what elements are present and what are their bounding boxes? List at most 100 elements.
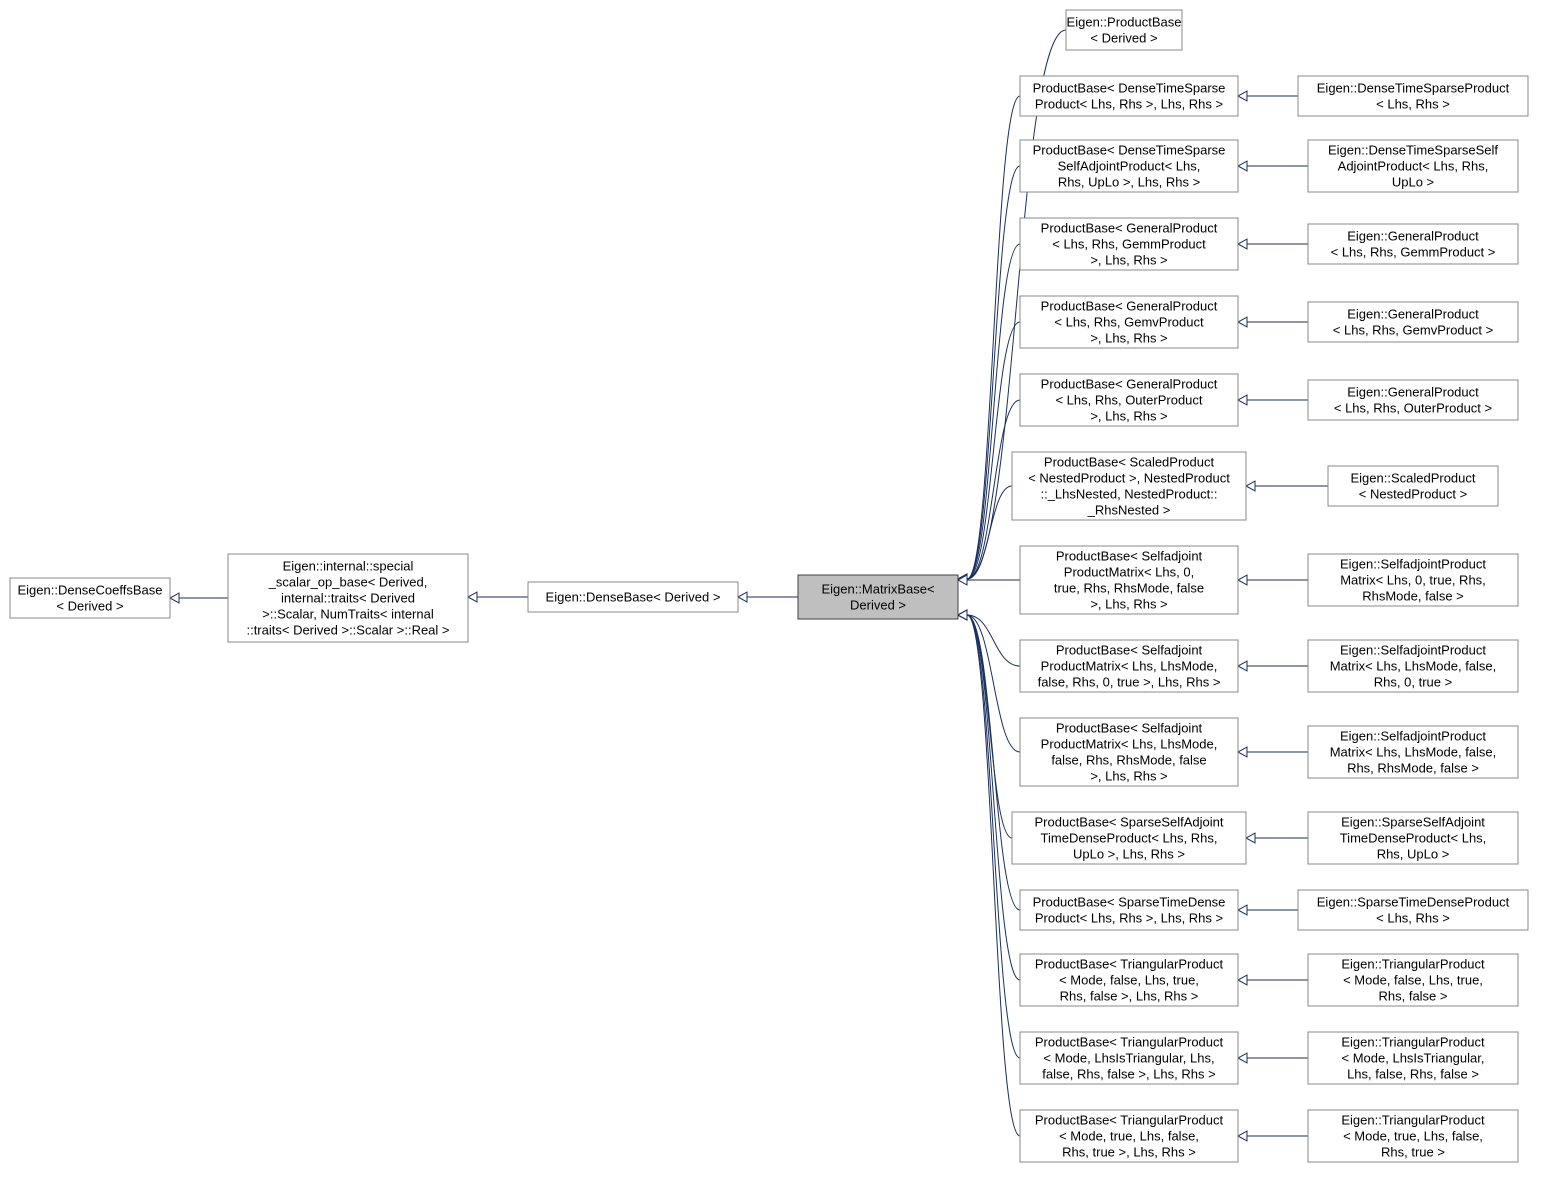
class-label: Eigen::SelfadjointProduct [1340, 729, 1486, 744]
class-label: ProductBase< DenseTimeSparse [1033, 143, 1226, 158]
class-node[interactable]: Eigen::SelfadjointProductMatrix< Lhs, 0,… [1308, 554, 1518, 606]
class-node[interactable]: Eigen::DenseTimeSparseSelfAdjointProduct… [1308, 140, 1518, 192]
class-node[interactable]: ProductBase< SelfadjointProductMatrix< L… [1020, 718, 1238, 786]
class-node[interactable]: Eigen::ScaledProduct< NestedProduct > [1328, 466, 1498, 506]
class-node[interactable]: ProductBase< DenseTimeSparseProduct< Lhs… [1020, 76, 1238, 116]
class-label: >, Lhs, Rhs > [1090, 253, 1167, 268]
class-label: < Lhs, Rhs, GemvProduct > [1333, 323, 1493, 338]
class-label: < Derived > [56, 599, 123, 614]
class-label: AdjointProduct< Lhs, Rhs, [1338, 159, 1489, 174]
class-label: ProductMatrix< Lhs, LhsMode, [1041, 737, 1218, 752]
class-node[interactable]: Eigen::TriangularProduct< Mode, false, L… [1308, 954, 1518, 1006]
class-label: ProductBase< Selfadjoint [1056, 721, 1203, 736]
class-label: >::Scalar, NumTraits< internal [262, 607, 434, 622]
class-label: ProductBase< DenseTimeSparse [1033, 81, 1226, 96]
class-node[interactable]: Eigen::TriangularProduct< Mode, LhsIsTri… [1308, 1032, 1518, 1084]
class-label: Product< Lhs, Rhs >, Lhs, Rhs > [1035, 911, 1223, 926]
class-label: < Mode, LhsIsTriangular, [1342, 1051, 1485, 1066]
class-label: ProductBase< GeneralProduct [1041, 377, 1218, 392]
class-label: Eigen::MatrixBase< [821, 582, 934, 597]
class-node[interactable]: ProductBase< SelfadjointProductMatrix< L… [1020, 546, 1238, 614]
class-node[interactable]: Eigen::DenseCoeffsBase< Derived > [10, 578, 170, 618]
class-label: ProductBase< ScaledProduct [1044, 455, 1215, 470]
class-node[interactable]: Eigen::SelfadjointProductMatrix< Lhs, Lh… [1308, 640, 1518, 692]
class-label: < Lhs, Rhs, GemmProduct [1052, 237, 1206, 252]
class-label: Rhs, RhsMode, false > [1347, 761, 1479, 776]
class-node[interactable]: Eigen::MatrixBase<Derived > [798, 575, 958, 619]
class-label: Eigen::DenseCoeffsBase [17, 583, 162, 598]
class-node[interactable]: ProductBase< ScaledProduct< NestedProduc… [1012, 452, 1246, 520]
class-label: Matrix< Lhs, LhsMode, false, [1330, 745, 1497, 760]
class-node[interactable]: Eigen::DenseTimeSparseProduct< Lhs, Rhs … [1298, 76, 1528, 116]
class-label: ProductBase< Selfadjoint [1056, 549, 1203, 564]
class-label: UpLo > [1392, 175, 1434, 190]
class-node[interactable]: ProductBase< GeneralProduct< Lhs, Rhs, G… [1020, 296, 1238, 348]
class-node[interactable]: Eigen::ProductBase< Derived > [1066, 10, 1182, 50]
class-node[interactable]: Eigen::GeneralProduct< Lhs, Rhs, GemmPro… [1308, 224, 1518, 264]
class-label: Eigen::ScaledProduct [1350, 471, 1475, 486]
class-node[interactable]: Eigen::DenseBase< Derived > [528, 582, 738, 612]
class-label: >, Lhs, Rhs > [1090, 409, 1167, 424]
class-label: Eigen::SelfadjointProduct [1340, 557, 1486, 572]
class-label: Eigen::GeneralProduct [1347, 307, 1479, 322]
class-node[interactable]: Eigen::TriangularProduct< Mode, true, Lh… [1308, 1110, 1518, 1162]
class-node[interactable]: Eigen::GeneralProduct< Lhs, Rhs, OuterPr… [1308, 380, 1518, 420]
class-node[interactable]: ProductBase< SparseTimeDenseProduct< Lhs… [1020, 890, 1238, 930]
class-label: false, Rhs, RhsMode, false [1051, 753, 1206, 768]
class-label: ProductBase< TriangularProduct [1035, 1113, 1224, 1128]
class-node[interactable]: ProductBase< GeneralProduct< Lhs, Rhs, O… [1020, 374, 1238, 426]
class-label: Eigen::GeneralProduct [1347, 385, 1479, 400]
class-label: false, Rhs, false >, Lhs, Rhs > [1042, 1067, 1215, 1082]
class-label: ::_LhsNested, NestedProduct:: [1040, 487, 1217, 502]
class-label: Rhs, 0, true > [1374, 675, 1452, 690]
class-label: >, Lhs, Rhs > [1090, 331, 1167, 346]
class-label: >, Lhs, Rhs > [1090, 597, 1167, 612]
class-label: Eigen::SparseTimeDenseProduct [1317, 895, 1510, 910]
class-label: true, Rhs, RhsMode, false [1054, 581, 1204, 596]
class-label: false, Rhs, 0, true >, Lhs, Rhs > [1038, 675, 1221, 690]
class-label: >, Lhs, Rhs > [1090, 769, 1167, 784]
class-node[interactable]: ProductBase< TriangularProduct< Mode, fa… [1020, 954, 1238, 1006]
class-label: Eigen::SparseSelfAdjoint [1341, 815, 1485, 830]
class-label: ProductBase< GeneralProduct [1041, 299, 1218, 314]
class-label: UpLo >, Lhs, Rhs > [1073, 847, 1185, 862]
class-label: Matrix< Lhs, LhsMode, false, [1330, 659, 1497, 674]
class-node[interactable]: ProductBase< SparseSelfAdjointTimeDenseP… [1012, 812, 1246, 864]
class-label: ProductBase< SparseSelfAdjoint [1035, 815, 1224, 830]
inheritance-diagram: Eigen::DenseCoeffsBase< Derived >Eigen::… [0, 0, 1544, 1191]
class-label: Eigen::internal::special [283, 559, 414, 574]
class-label: Rhs, UpLo > [1377, 847, 1450, 862]
class-label: Matrix< Lhs, 0, true, Rhs, [1340, 573, 1486, 588]
class-node[interactable]: Eigen::SparseSelfAdjointTimeDenseProduct… [1308, 812, 1518, 864]
class-node[interactable]: ProductBase< TriangularProduct< Mode, Lh… [1020, 1032, 1238, 1084]
class-node[interactable]: Eigen::SelfadjointProductMatrix< Lhs, Lh… [1308, 726, 1518, 778]
class-node[interactable]: ProductBase< GeneralProduct< Lhs, Rhs, G… [1020, 218, 1238, 270]
class-label: < Mode, true, Lhs, false, [1059, 1129, 1199, 1144]
class-node[interactable]: ProductBase< SelfadjointProductMatrix< L… [1020, 640, 1238, 692]
class-node[interactable]: ProductBase< TriangularProduct< Mode, tr… [1020, 1110, 1238, 1162]
class-label: ProductMatrix< Lhs, LhsMode, [1041, 659, 1218, 674]
class-label: < NestedProduct >, NestedProduct [1028, 471, 1230, 486]
class-label: ProductMatrix< Lhs, 0, [1064, 565, 1194, 580]
class-node[interactable]: Eigen::SparseTimeDenseProduct< Lhs, Rhs … [1298, 890, 1528, 930]
class-node[interactable]: ProductBase< DenseTimeSparseSelfAdjointP… [1020, 140, 1238, 192]
class-label: Eigen::ProductBase [1067, 15, 1182, 30]
class-node[interactable]: Eigen::internal::special_scalar_op_base<… [228, 554, 468, 642]
class-label: ProductBase< TriangularProduct [1035, 957, 1224, 972]
class-label: SelfAdjointProduct< Lhs, [1058, 159, 1201, 174]
class-label: Lhs, false, Rhs, false > [1347, 1067, 1479, 1082]
class-label: < NestedProduct > [1359, 487, 1467, 502]
class-label: Rhs, false >, Lhs, Rhs > [1060, 989, 1199, 1004]
class-label: ProductBase< TriangularProduct [1035, 1035, 1224, 1050]
class-label: < Mode, LhsIsTriangular, Lhs, [1043, 1051, 1214, 1066]
class-label: _scalar_op_base< Derived, [268, 575, 428, 590]
class-label: RhsMode, false > [1362, 589, 1464, 604]
class-label: Eigen::TriangularProduct [1341, 1113, 1485, 1128]
class-label: ProductBase< Selfadjoint [1056, 643, 1203, 658]
class-node[interactable]: Eigen::GeneralProduct< Lhs, Rhs, GemvPro… [1308, 302, 1518, 342]
class-label: < Mode, false, Lhs, true, [1059, 973, 1199, 988]
class-label: TimeDenseProduct< Lhs, [1340, 831, 1487, 846]
class-label: Product< Lhs, Rhs >, Lhs, Rhs > [1035, 97, 1223, 112]
class-label: internal::traits< Derived [281, 591, 415, 606]
class-label: Rhs, true >, Lhs, Rhs > [1062, 1145, 1196, 1160]
